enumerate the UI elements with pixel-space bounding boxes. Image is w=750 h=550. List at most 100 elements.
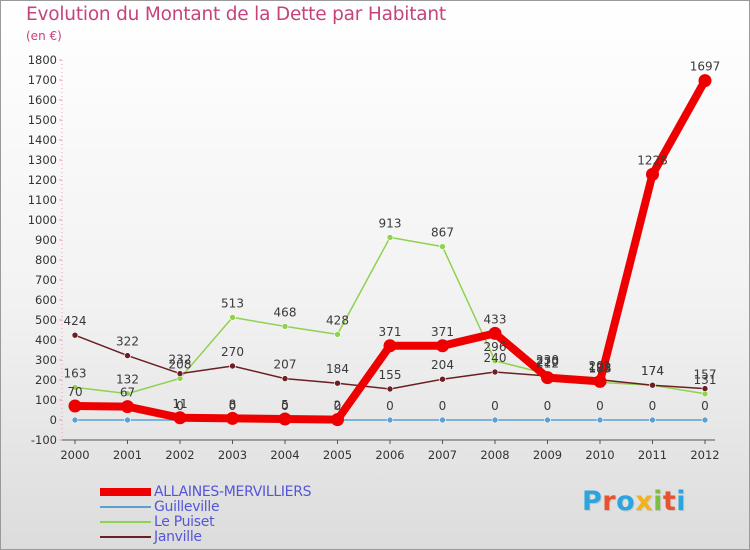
x-tick-label: 2011 xyxy=(638,448,667,462)
y-tick-label: 600 xyxy=(35,293,57,307)
data-label-janville: 201 xyxy=(589,359,612,373)
data-point-janville xyxy=(176,370,184,377)
brand-logo: Proxiti xyxy=(582,486,686,517)
data-label-le-puiset: 230 xyxy=(536,353,559,367)
data-label-le-puiset: 208 xyxy=(169,357,192,371)
y-tick-label: 500 xyxy=(35,313,57,327)
x-tick-label: 2009 xyxy=(533,448,562,462)
data-point-allaines-mervilliers xyxy=(698,74,712,88)
data-label-janville: 322 xyxy=(116,335,139,349)
data-label-janville: 270 xyxy=(221,345,244,359)
x-tick-label: 2007 xyxy=(428,448,457,462)
data-label-allaines-mervilliers: 212 xyxy=(536,357,559,371)
data-label-guilleville: 0 xyxy=(701,399,709,413)
data-label-allaines-mervilliers: 11 xyxy=(172,397,187,411)
data-point-janville xyxy=(229,362,236,370)
data-label-allaines-mervilliers: 193 xyxy=(589,360,612,374)
x-tick-label: 2000 xyxy=(60,448,89,462)
data-point-janville xyxy=(491,368,499,376)
brand-letter: o xyxy=(616,486,636,517)
data-point-guilleville xyxy=(491,416,499,424)
y-tick-label: -100 xyxy=(31,433,57,447)
data-point-janville xyxy=(71,331,79,339)
data-point-guilleville xyxy=(439,416,446,424)
y-tick-label: 0 xyxy=(50,413,57,427)
data-point-janville xyxy=(649,381,656,389)
data-point-janville xyxy=(334,379,341,387)
y-tick-label: 700 xyxy=(35,273,57,287)
data-point-janville xyxy=(124,352,131,359)
chart-title: Evolution du Montant de la Dette par Hab… xyxy=(26,4,446,25)
legend-label: ALLAINES-MERVILLIERS xyxy=(154,484,312,500)
y-tick-label: 900 xyxy=(35,233,57,247)
data-point-le-puiset xyxy=(334,331,341,338)
y-tick-label: 1300 xyxy=(28,153,57,167)
legend-label: Janville xyxy=(154,529,202,545)
data-label-janville: 157 xyxy=(694,368,717,382)
data-label-le-puiset: 132 xyxy=(116,373,139,387)
legend-swatch xyxy=(100,506,151,508)
x-tick-label: 2005 xyxy=(323,448,352,462)
data-point-le-puiset xyxy=(386,234,394,241)
data-label-allaines-mervilliers: 67 xyxy=(120,386,135,400)
data-label-le-puiset: 468 xyxy=(274,305,297,319)
y-tick-label: 800 xyxy=(35,253,57,267)
y-tick-label: 1400 xyxy=(28,133,57,147)
data-label-allaines-mervilliers: 8 xyxy=(229,397,237,411)
y-tick-label: 200 xyxy=(35,373,57,387)
data-point-janville xyxy=(439,375,446,383)
data-point-guilleville xyxy=(701,416,709,424)
y-tick-label: 400 xyxy=(35,333,57,347)
legend-swatch xyxy=(100,536,151,538)
data-label-le-puiset: 163 xyxy=(64,366,87,380)
y-tick-label: 1100 xyxy=(28,193,57,207)
data-label-allaines-mervilliers: 5 xyxy=(281,398,289,412)
y-tick-label: 1800 xyxy=(28,53,57,67)
axes: -100010020030040050060070080090010001100… xyxy=(28,53,720,462)
chart-unit: (en €) xyxy=(26,29,62,43)
y-tick-label: 1200 xyxy=(28,173,57,187)
data-label-guilleville: 0 xyxy=(439,399,447,413)
brand-letter: P xyxy=(582,486,603,517)
series-layer xyxy=(68,74,712,427)
data-label-guilleville: 0 xyxy=(229,399,237,413)
data-label-allaines-mervilliers: 1228 xyxy=(637,153,668,167)
data-point-guilleville xyxy=(71,416,79,424)
data-label-guilleville: 0 xyxy=(281,399,289,413)
data-label-allaines-mervilliers: 70 xyxy=(67,385,82,399)
data-point-allaines-mervilliers xyxy=(541,371,554,385)
data-label-le-puiset: 513 xyxy=(221,296,244,310)
data-label-guilleville: 0 xyxy=(386,399,394,413)
y-tick-label: 1000 xyxy=(28,213,57,227)
data-label-janville: 240 xyxy=(484,351,507,365)
data-point-guilleville xyxy=(649,416,656,424)
x-tick-label: 2001 xyxy=(113,448,142,462)
data-point-le-puiset xyxy=(229,314,236,321)
data-label-guilleville: 0 xyxy=(491,399,499,413)
y-tick-label: 1600 xyxy=(28,93,57,107)
data-point-le-puiset xyxy=(491,357,499,365)
data-label-janville: 204 xyxy=(431,358,454,372)
data-label-allaines-mervilliers: 2 xyxy=(334,399,342,413)
legend-swatch xyxy=(100,488,151,496)
data-label-le-puiset: 867 xyxy=(431,226,454,240)
data-label-le-puiset: 174 xyxy=(641,364,664,378)
data-point-allaines-mervilliers xyxy=(488,326,502,340)
data-labels: 70 67 11 8 5 2 371 371 433 212 193 1228 1697 0 0 0 0 0 0 0 0… xyxy=(64,60,721,413)
legend-label: Guilleville xyxy=(154,499,220,515)
y-tick-label: 100 xyxy=(35,393,57,407)
y-tick-label: 1700 xyxy=(28,73,57,87)
data-point-guilleville xyxy=(596,416,604,424)
data-point-janville xyxy=(281,375,289,382)
x-tick-label: 2003 xyxy=(218,448,247,462)
x-tick-label: 2012 xyxy=(690,448,719,462)
data-label-janville: 184 xyxy=(326,362,349,376)
data-point-allaines-mervilliers xyxy=(331,413,344,427)
data-label-le-puiset: 428 xyxy=(326,313,349,327)
data-label-allaines-mervilliers: 433 xyxy=(484,312,507,326)
x-tick-label: 2008 xyxy=(480,448,509,462)
data-label-allaines-mervilliers: 371 xyxy=(431,325,454,339)
legend-swatch xyxy=(100,521,151,523)
brand-letter: x xyxy=(635,486,654,517)
